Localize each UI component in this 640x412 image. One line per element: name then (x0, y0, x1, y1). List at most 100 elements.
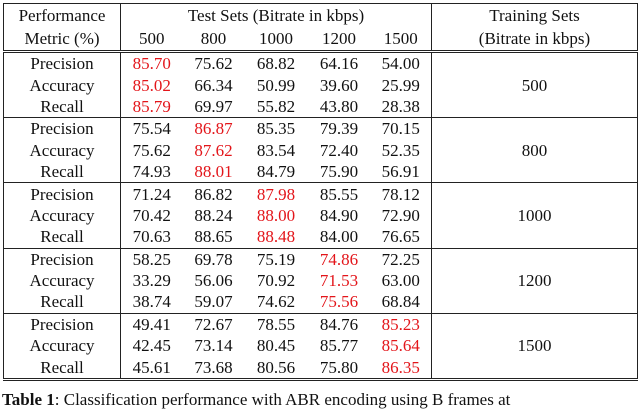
data-row: Recall 45.61 73.68 80.56 75.80 86.35 (3, 356, 638, 381)
value-cell: 75.62 (132, 140, 171, 160)
value-cell: 75.80 (307, 356, 371, 381)
value-cell: 56.06 (194, 271, 233, 291)
metric-cell: Recall (3, 160, 121, 183)
value-cell: 88.24 (194, 205, 233, 225)
value-cell: 85.70 (120, 50, 183, 75)
metric-cell: Precision (3, 247, 121, 270)
value-cell: 86.82 (182, 182, 245, 205)
value-cell: 78.12 (370, 182, 432, 205)
training-cell: 1000 (431, 182, 638, 249)
value-cell: 74.93 (132, 162, 171, 182)
table-wrap: Performance Test Sets (Bitrate in kbps) … (3, 3, 638, 381)
value-cell: 74.62 (256, 292, 296, 312)
header-cell: Performance (3, 3, 121, 27)
value-cell: 72.40 (319, 140, 359, 160)
value-cell: 69.97 (194, 96, 233, 116)
metric-cell: Precision (3, 50, 121, 75)
value-cell: 79.39 (307, 117, 371, 140)
value-cell: 87.62 (194, 140, 233, 160)
header-cell: Training Sets (431, 3, 638, 27)
value-cell: 56.91 (381, 162, 420, 182)
value-cell: 78.55 (244, 312, 308, 336)
metric-cell: Precision (3, 117, 121, 140)
value-cell: 45.61 (120, 356, 183, 381)
data-row: Precision 58.25 69.78 75.19 74.86 72.25 1200 (3, 247, 638, 314)
value-cell: 87.98 (244, 182, 308, 205)
data-row: Precision 85.70 75.62 68.82 64.16 54.00 500 (3, 49, 638, 118)
value-cell: 80.56 (244, 356, 308, 381)
metric-cell: Precision (3, 182, 121, 205)
value-cell: 76.65 (381, 227, 420, 247)
value-cell: 80.45 (256, 336, 296, 356)
value-cell: 85.55 (307, 182, 371, 205)
value-cell: 75.90 (319, 162, 359, 182)
value-cell: 55.82 (256, 96, 296, 116)
value-cell: 84.76 (307, 312, 371, 336)
value-cell: 43.80 (319, 96, 359, 116)
value-cell: 52.35 (381, 140, 420, 160)
header-cell: 500 (139, 29, 165, 48)
value-cell: 83.54 (256, 140, 296, 160)
value-cell: 72.90 (381, 205, 420, 225)
value-cell: 64.16 (307, 50, 371, 75)
value-cell: 85.02 (132, 75, 171, 95)
value-cell: 70.15 (370, 117, 432, 140)
value-cell: 72.25 (370, 247, 432, 270)
value-cell: 50.99 (256, 75, 296, 95)
data-row: Accuracy 70.42 88.24 88.00 84.90 72.90 (3, 204, 638, 227)
value-cell: 73.14 (194, 336, 233, 356)
value-cell: 75.56 (319, 292, 359, 312)
training-cell: 800 (431, 117, 638, 183)
metric-cell: Recall (3, 95, 121, 118)
value-cell: 74.86 (307, 247, 371, 270)
data-row: Recall 70.63 88.65 88.48 84.00 76.65 (3, 226, 638, 249)
data-row: Accuracy 75.62 87.62 83.54 72.40 52.35 (3, 139, 638, 161)
training-cell: 500 (431, 49, 638, 118)
metric-cell: Accuracy (3, 269, 121, 292)
metric-cell: Recall (3, 291, 121, 314)
header-cell: Test Sets (Bitrate in kbps) (120, 3, 432, 27)
caption-label: Table 1 (2, 390, 55, 409)
value-cell: 63.00 (381, 271, 420, 291)
header-cell: 1200 (322, 29, 356, 48)
value-cell: 85.35 (244, 117, 308, 140)
header-cell: 1000 (259, 29, 293, 48)
value-cell: 72.67 (182, 312, 245, 336)
value-cell: 75.54 (120, 117, 183, 140)
value-cell: 66.34 (194, 75, 233, 95)
value-cell: 33.29 (132, 271, 171, 291)
value-cell: 71.24 (120, 182, 183, 205)
data-row: Precision 49.41 72.67 78.55 84.76 85.23 1500 (3, 312, 638, 381)
metric-cell: Accuracy (3, 204, 121, 227)
data-row: Recall 74.93 88.01 84.79 75.90 56.91 (3, 160, 638, 183)
data-row: Recall 85.79 69.97 55.82 43.80 28.38 (3, 95, 638, 118)
metric-cell: Accuracy (3, 139, 121, 161)
value-cell: 75.62 (182, 50, 245, 75)
caption-text: : Classification performance with ABR en… (54, 390, 511, 409)
value-cell: 71.53 (319, 271, 359, 291)
data-row: Accuracy 85.02 66.34 50.99 39.60 25.99 (3, 74, 638, 96)
metric-cell: Accuracy (3, 74, 121, 96)
training-cell: 1500 (431, 312, 638, 381)
header-row: Performance Test Sets (Bitrate in kbps) … (3, 3, 638, 27)
data-row: Precision 71.24 86.82 87.98 85.55 78.12 1000 (3, 182, 638, 249)
value-cell: 85.77 (319, 336, 359, 356)
value-cell: 38.74 (132, 292, 171, 312)
value-cell: 73.68 (182, 356, 245, 381)
value-cell: 58.25 (120, 247, 183, 270)
value-cell: 49.41 (120, 312, 183, 336)
value-cell: 54.00 (370, 50, 432, 75)
results-table: Performance Test Sets (Bitrate in kbps) … (3, 3, 638, 381)
header-cell: 800 (200, 29, 227, 48)
header-cell: 1500 (383, 29, 418, 48)
value-cell: 86.87 (182, 117, 245, 140)
value-cell: 88.65 (194, 227, 233, 247)
table-body: Performance Test Sets (Bitrate in kbps) … (3, 3, 638, 381)
data-row: Accuracy 33.29 56.06 70.92 71.53 63.00 (3, 269, 638, 292)
data-row: Recall 38.74 59.07 74.62 75.56 68.84 (3, 291, 638, 314)
data-row: Precision 75.54 86.87 85.35 79.39 70.15 800 (3, 117, 638, 183)
value-cell: 68.82 (244, 50, 308, 75)
value-cell: 59.07 (194, 292, 233, 312)
training-cell: 1200 (431, 247, 638, 314)
